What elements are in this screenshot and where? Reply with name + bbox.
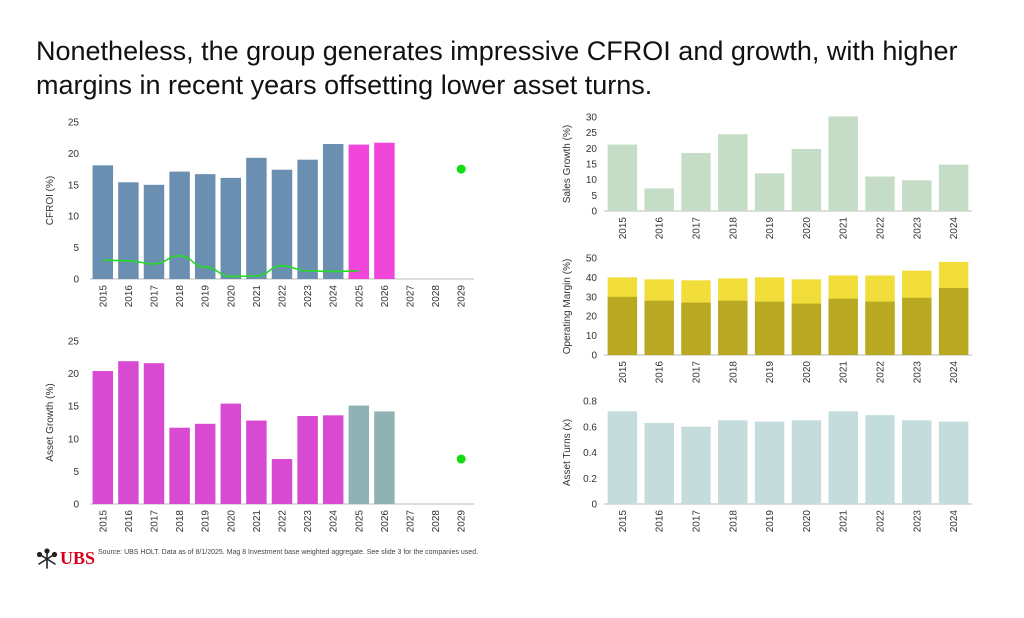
bar <box>322 143 344 279</box>
x-tick-label: 2017 <box>150 285 161 308</box>
y-tick-label: 25 <box>68 118 80 129</box>
x-tick-label: 2021 <box>252 285 263 308</box>
bar <box>271 169 293 279</box>
x-tick-label: 2020 <box>226 285 237 308</box>
bar <box>143 184 165 279</box>
forecast-point <box>456 164 466 174</box>
x-tick-label: 2018 <box>175 285 186 308</box>
x-tick-label: 2022 <box>278 285 289 308</box>
ubs-wordmark: UBS <box>60 548 96 568</box>
bar <box>194 174 216 279</box>
y-tick-label: 10 <box>68 212 80 223</box>
bar <box>246 157 267 279</box>
x-tick-label: 2016 <box>124 285 135 308</box>
bar <box>118 182 139 279</box>
x-tick-label: 2026 <box>380 285 391 308</box>
x-tick-label: 2019 <box>201 285 212 308</box>
x-tick-label: 2015 <box>98 285 109 308</box>
bar <box>374 142 395 279</box>
x-tick-label: 2027 <box>406 285 417 308</box>
y-tick-label: 0 <box>73 275 79 286</box>
x-tick-label: 2029 <box>457 285 468 308</box>
x-tick-label: 2028 <box>431 285 442 308</box>
cfroi-line-series <box>102 254 359 278</box>
x-tick-label: 2024 <box>329 285 340 308</box>
y-tick-label: 5 <box>73 243 79 254</box>
ubs-keys-icon <box>36 548 58 569</box>
y-tick-label: 15 <box>68 180 80 191</box>
ubs-logo: UBS <box>36 546 100 570</box>
source-note: Source: UBS HOLT. Data as of 8/1/2025. M… <box>98 549 479 556</box>
bar <box>220 177 242 279</box>
x-tick-label: 2025 <box>354 285 365 308</box>
bar <box>348 144 370 279</box>
bar <box>169 171 190 279</box>
headline-line-1: Nonetheless, the group generates impress… <box>36 36 958 66</box>
page-headline: Nonetheless, the group generates impress… <box>36 34 1021 102</box>
headline-line-2: margins in recent years offsetting lower… <box>36 70 653 100</box>
bar <box>297 159 318 279</box>
y-axis-label: CFROI (%) <box>45 176 56 225</box>
x-tick-label: 2023 <box>303 285 314 308</box>
bar <box>92 165 114 279</box>
y-tick-label: 20 <box>68 149 80 160</box>
